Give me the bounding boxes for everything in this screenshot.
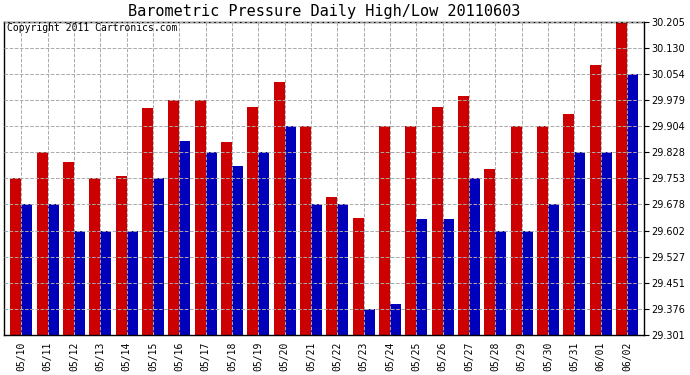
Bar (522, 231, 533, 335)
Bar (484, 169, 495, 335)
Bar (364, 309, 375, 335)
Bar (284, 126, 296, 335)
Bar (142, 108, 153, 335)
Bar (89, 178, 100, 335)
Bar (179, 141, 190, 335)
Bar (537, 126, 548, 335)
Bar (431, 107, 442, 335)
Bar (416, 219, 427, 335)
Bar (300, 126, 311, 335)
Bar (63, 162, 74, 335)
Bar (337, 204, 348, 335)
Bar (469, 178, 480, 335)
Bar (221, 142, 232, 335)
Bar (115, 176, 127, 335)
Bar (326, 197, 337, 335)
Bar (627, 74, 638, 335)
Bar (616, 22, 627, 335)
Bar (495, 231, 506, 335)
Bar (574, 153, 585, 335)
Bar (258, 153, 269, 335)
Text: Copyright 2011 Cartronics.com: Copyright 2011 Cartronics.com (8, 23, 178, 33)
Bar (153, 178, 164, 335)
Bar (247, 106, 258, 335)
Bar (563, 114, 574, 335)
Bar (195, 100, 206, 335)
Bar (206, 153, 217, 335)
Bar (168, 100, 179, 335)
Title: Barometric Pressure Daily High/Low 20110603: Barometric Pressure Daily High/Low 20110… (128, 4, 520, 19)
Bar (548, 204, 559, 335)
Bar (10, 178, 21, 335)
Bar (48, 204, 59, 335)
Bar (353, 217, 364, 335)
Bar (100, 231, 111, 335)
Bar (600, 153, 611, 335)
Bar (127, 231, 138, 335)
Bar (311, 204, 322, 335)
Bar (511, 126, 522, 335)
Bar (232, 166, 243, 335)
Bar (273, 82, 284, 335)
Bar (390, 304, 401, 335)
Bar (37, 153, 48, 335)
Bar (442, 219, 454, 335)
Bar (21, 204, 32, 335)
Bar (458, 96, 469, 335)
Bar (379, 126, 390, 335)
Bar (405, 126, 416, 335)
Bar (589, 65, 600, 335)
Bar (74, 231, 85, 335)
